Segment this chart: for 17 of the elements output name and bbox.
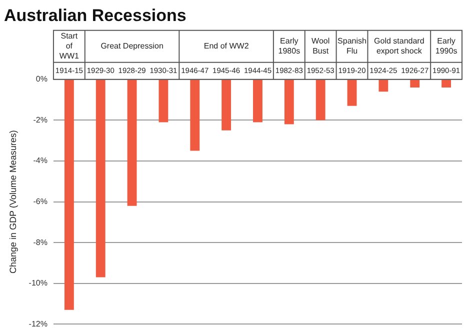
text: Early 1980s <box>278 36 300 56</box>
y-tick-label: -4% <box>33 156 48 166</box>
y-tick-label: -10% <box>28 278 48 288</box>
y-tick-label: -6% <box>33 197 48 206</box>
text: Spanish Flu <box>338 36 366 56</box>
y-tick-label: -2% <box>33 115 48 124</box>
chart-title: Australian Recessions <box>4 6 186 25</box>
text: Gold standard export shock <box>374 36 424 56</box>
y-tick-label: 0% <box>36 74 48 84</box>
y-axis-title: Change in GDP (Volume Measures) <box>8 130 18 274</box>
text: Early 1990s <box>435 36 458 56</box>
text: Start of WW1 <box>59 32 80 61</box>
text: Great Depression <box>100 42 164 51</box>
text: End of WW2 <box>204 42 250 51</box>
y-tick-label: -8% <box>33 238 48 247</box>
y-tick-label: -12% <box>28 319 48 328</box>
text: Wool Bust <box>312 36 330 56</box>
